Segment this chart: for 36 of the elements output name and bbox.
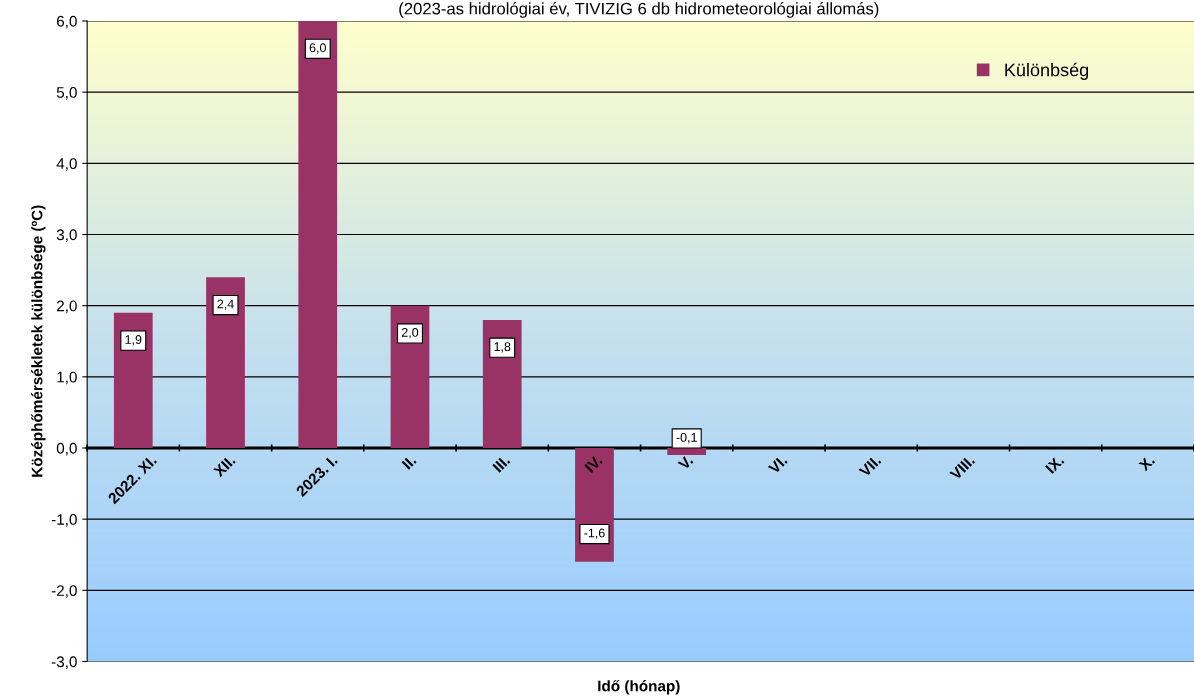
y-tick-label: 0,0 [56, 442, 77, 456]
bar [113, 312, 153, 448]
data-label: -1,6 [584, 528, 605, 539]
y-axis-title: Középhőmérsékletek különbsége (ºC) [31, 205, 46, 477]
y-tick-label: 2,0 [56, 300, 77, 314]
y-tick-label: 3,0 [56, 229, 77, 242]
x-tick-label: V. [677, 454, 694, 471]
legend-label: Különbség [1005, 62, 1089, 80]
x-tick-label: X. [1138, 454, 1156, 472]
bar [206, 277, 245, 448]
y-tick-label: 6,0 [56, 15, 77, 29]
y-tick-label: 5,0 [56, 87, 77, 100]
data-label: 1,8 [494, 342, 511, 353]
x-axis-title: Idő (hónap) [598, 680, 680, 695]
data-label: 2,4 [217, 299, 234, 310]
x-tick-label: II. [401, 454, 417, 470]
x-tick-label: XII. [212, 454, 236, 478]
x-tick-label: VI. [767, 454, 788, 475]
y-tick-label: -3,0 [51, 656, 77, 669]
bar [482, 319, 522, 448]
y-tick-label: -1,0 [51, 514, 77, 527]
bar [390, 305, 430, 448]
data-label: -0,1 [676, 432, 697, 444]
chart-subtitle: (2023-as hidrológiai év, TIVIZIG 6 db hidrometeorológiai állomás) [399, 2, 879, 18]
x-tick-label: VII. [858, 454, 882, 478]
y-tick-label: -2,0 [51, 585, 77, 598]
x-tick-label: IV. [584, 454, 603, 473]
bar [298, 21, 338, 448]
x-tick-label: VIII. [949, 454, 976, 481]
y-tick-label: 4,0 [56, 158, 77, 171]
data-label: 6,0 [309, 43, 326, 54]
data-label: 2,0 [401, 328, 419, 339]
data-label: 1,9 [125, 335, 142, 346]
y-tick-label: 1,0 [57, 371, 77, 385]
x-tick-label: IX. [1045, 454, 1065, 474]
x-tick-label: III. [492, 454, 511, 473]
